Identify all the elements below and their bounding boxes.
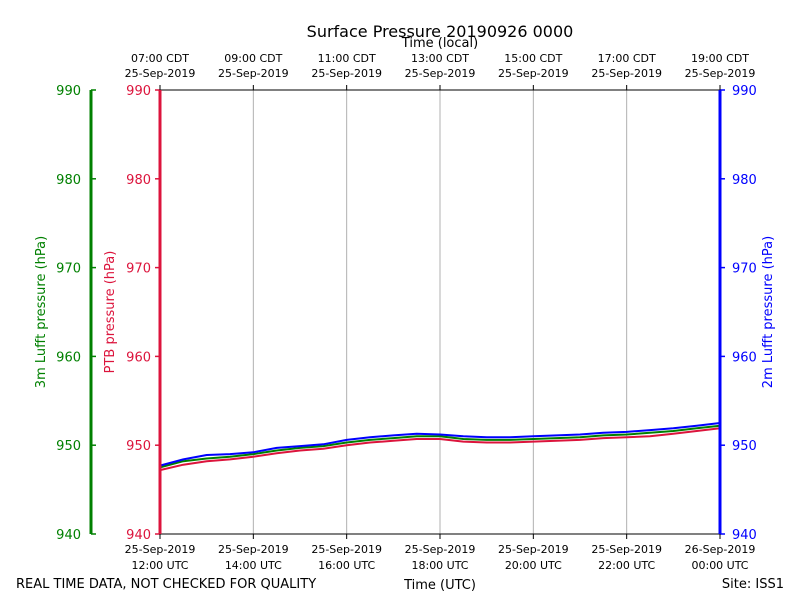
lufft-2m-ytick-label-980: 980: [732, 173, 757, 188]
bottom-xtick-date-1: 25-Sep-2019: [218, 543, 289, 556]
top-xtick-time-0: 07:00 CDT: [131, 52, 189, 65]
lufft-3m-ytick-label-980: 980: [56, 173, 81, 188]
top-xtick-time-4: 15:00 CDT: [504, 52, 562, 65]
site-label: Site: ISS1: [722, 577, 784, 592]
top-xtick-time-3: 13:00 CDT: [411, 52, 469, 65]
lufft-3m-ytick-label-940: 940: [56, 528, 81, 543]
bottom-xtick-time-5: 22:00 UTC: [598, 559, 655, 572]
bottom-xtick-time-0: 12:00 UTC: [131, 559, 188, 572]
lufft-2m-ytick-label-990: 990: [732, 84, 757, 99]
top-xtick-time-6: 19:00 CDT: [691, 52, 749, 65]
ptb-y-axis-label: PTB pressure (hPa): [103, 251, 118, 374]
y-axis-ticks: 940 940 940 950 950 950 960 960 960 970 970 970 980 9…: [56, 84, 757, 543]
top-x-axis-label: Time (local): [401, 36, 478, 51]
top-xtick-date-1: 25-Sep-2019: [218, 67, 289, 80]
lufft-3m-ytick-label-990: 990: [56, 84, 81, 99]
grid-lines: [252, 90, 628, 534]
quality-disclaimer: REAL TIME DATA, NOT CHECKED FOR QUALITY: [16, 577, 316, 592]
top-xtick-date-5: 25-Sep-2019: [591, 67, 662, 80]
bottom-xtick-time-1: 14:00 UTC: [225, 559, 282, 572]
lufft-2m-ytick-label-960: 960: [732, 350, 757, 365]
lufft-2m-series-line: [159, 422, 721, 467]
chart-title: Surface Pressure 20190926 0000: [307, 22, 574, 41]
series-lines: [159, 422, 721, 472]
lufft-2m-ytick-label-940: 940: [732, 528, 757, 543]
ptb-ytick-label-970: 970: [126, 262, 151, 277]
top-xtick-date-0: 25-Sep-2019: [125, 67, 196, 80]
top-xtick-date-6: 25-Sep-2019: [685, 67, 756, 80]
lufft-2m-ytick-label-970: 970: [732, 262, 757, 277]
x-axis-ticks: 25-Sep-2019 12:00 UTC 25-Sep-2019 14:00 UTC…: [125, 52, 756, 572]
top-xtick-time-5: 17:00 CDT: [598, 52, 656, 65]
lufft-3m-y-axis-label: 3m Lufft pressure (hPa): [34, 236, 49, 388]
top-xtick-date-2: 25-Sep-2019: [311, 67, 382, 80]
lufft-3m-series-line: [159, 424, 721, 469]
lufft-2m-ytick-label-950: 950: [732, 439, 757, 454]
bottom-xtick-date-5: 25-Sep-2019: [591, 543, 662, 556]
top-xtick-time-2: 11:00 CDT: [318, 52, 376, 65]
top-xtick-time-1: 09:00 CDT: [224, 52, 282, 65]
lufft-3m-ytick-label-950: 950: [56, 439, 81, 454]
ptb-series-line: [159, 427, 721, 472]
ptb-ytick-label-940: 940: [126, 528, 151, 543]
bottom-xtick-time-2: 16:00 UTC: [318, 559, 375, 572]
bottom-xtick-date-0: 25-Sep-2019: [125, 543, 196, 556]
bottom-xtick-time-3: 18:00 UTC: [411, 559, 468, 572]
bottom-xtick-date-3: 25-Sep-2019: [405, 543, 476, 556]
bottom-xtick-time-4: 20:00 UTC: [505, 559, 562, 572]
bottom-xtick-time-6: 00:00 UTC: [691, 559, 748, 572]
ptb-ytick-label-950: 950: [126, 439, 151, 454]
bottom-xtick-date-6: 26-Sep-2019: [685, 543, 756, 556]
lufft-3m-ytick-label-970: 970: [56, 262, 81, 277]
bottom-xtick-date-4: 25-Sep-2019: [498, 543, 569, 556]
top-xtick-date-4: 25-Sep-2019: [498, 67, 569, 80]
ptb-ytick-label-990: 990: [126, 84, 151, 99]
top-xtick-date-3: 25-Sep-2019: [405, 67, 476, 80]
ptb-ytick-label-980: 980: [126, 173, 151, 188]
bottom-x-axis-label: Time (UTC): [403, 578, 476, 593]
lufft-2m-y-axis-label: 2m Lufft pressure (hPa): [761, 236, 776, 388]
ptb-ytick-label-960: 960: [126, 350, 151, 365]
bottom-xtick-date-2: 25-Sep-2019: [311, 543, 382, 556]
lufft-3m-ytick-label-960: 960: [56, 350, 81, 365]
